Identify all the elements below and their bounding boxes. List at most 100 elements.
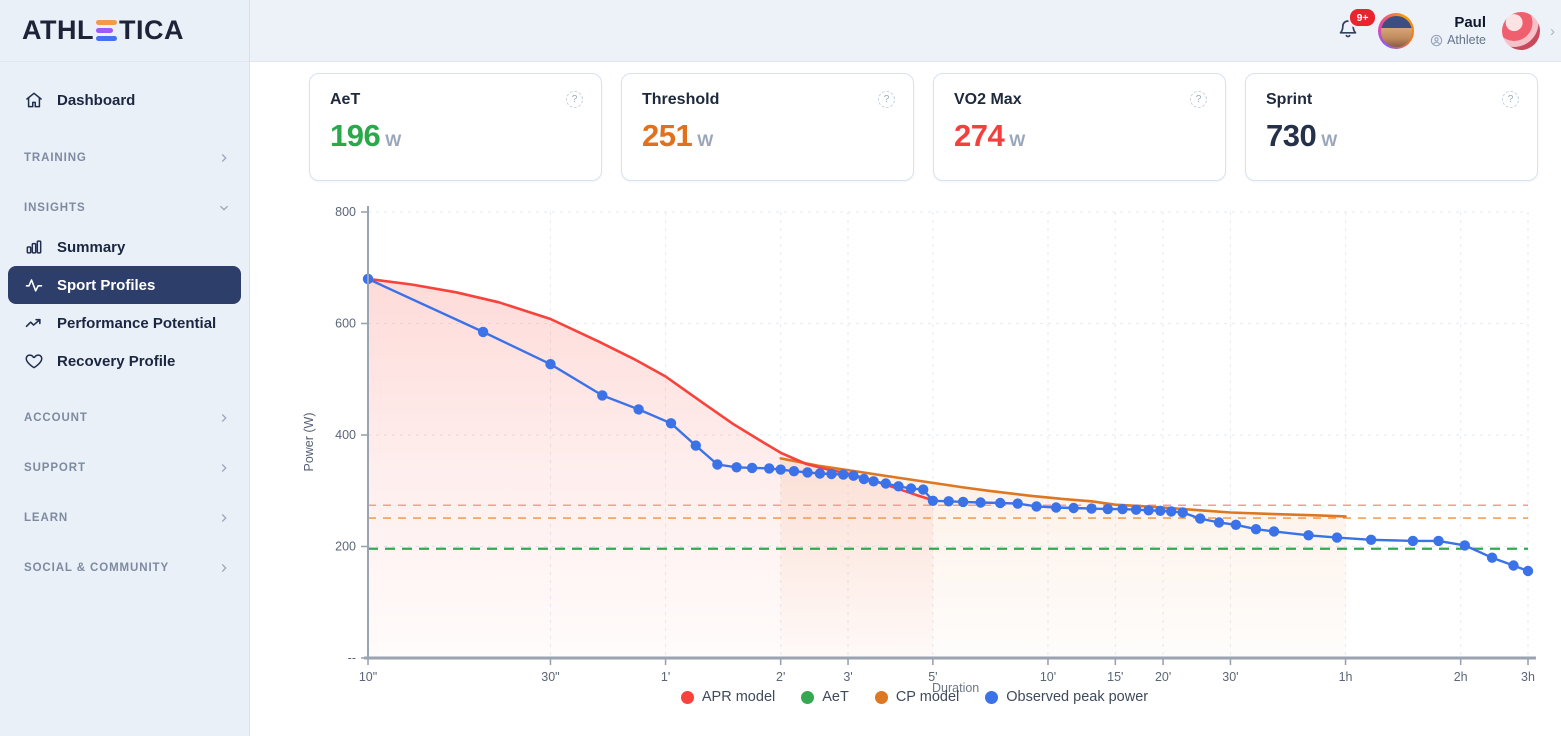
stat-card-sprint: Sprint? 730 W — [1245, 73, 1538, 181]
x-axis-title: Duration — [932, 681, 980, 695]
user-role: Athlete — [1430, 33, 1486, 49]
section-label: SUPPORT — [24, 462, 86, 474]
coach-avatar[interactable] — [1378, 13, 1415, 49]
svg-text:10': 10' — [1040, 670, 1056, 684]
card-value: 196 — [330, 118, 381, 153]
card-title: VO2 Max — [954, 91, 1022, 108]
legend-item-aet[interactable]: AeT — [801, 689, 849, 705]
svg-text:30': 30' — [1222, 670, 1238, 684]
user-role-label: Athlete — [1447, 32, 1486, 47]
sidebar-section-learn[interactable]: LEARN — [0, 506, 249, 530]
sidebar-section-support[interactable]: SUPPORT — [0, 456, 249, 480]
sidebar-section-training[interactable]: TRAINING — [0, 146, 249, 170]
chevron-right-icon — [217, 151, 231, 165]
sidebar: ATHL TICA Dashboard TRAINING INSIGHTS Summ… — [0, 0, 250, 736]
sidebar-section-account[interactable]: ACCOUNT — [0, 406, 249, 430]
card-unit: W — [385, 131, 402, 150]
user-name: Paul — [1454, 13, 1486, 31]
legend-dot-icon — [680, 690, 694, 704]
brand-e-bars-icon — [95, 20, 117, 41]
notification-count-badge: 9+ — [1348, 7, 1378, 28]
svg-text:600: 600 — [335, 317, 356, 331]
sidebar-item-dashboard[interactable]: Dashboard — [8, 80, 241, 120]
svg-text:200: 200 — [335, 540, 356, 554]
power-duration-chart[interactable]: 10" 30" 1' 2' 3' 5' 10' 15' 20' 30' 1h 2h 3h 800 600 40… — [284, 192, 1545, 727]
coach-avatar-image — [1380, 15, 1412, 47]
help-icon[interactable]: ? — [1190, 91, 1207, 108]
svg-text:5': 5' — [928, 670, 937, 684]
sidebar-section-insights[interactable]: INSIGHTS — [0, 196, 249, 220]
activity-icon — [24, 275, 44, 295]
sidebar-item-label: Recovery Profile — [57, 352, 176, 370]
help-icon[interactable]: ? — [1502, 91, 1519, 108]
chart-canvas: 10" 30" 1' 2' 3' 5' 10' 15' 20' 30' 1h 2h 3h 800 600 40… — [302, 205, 1536, 684]
svg-text:3h: 3h — [1521, 670, 1535, 684]
legend-label: AeT — [822, 689, 849, 705]
legend-label: CP model — [895, 689, 960, 705]
sidebar-item-label: Dashboard — [57, 91, 136, 109]
svg-text:1': 1' — [661, 670, 670, 684]
card-unit: W — [1321, 131, 1338, 150]
top-header: 9+ Paul Athlete › — [250, 0, 1561, 62]
chevron-right-icon — [217, 561, 231, 575]
svg-text:800: 800 — [335, 205, 356, 219]
legend-item-cp-model[interactable]: CP model — [874, 689, 960, 705]
card-title: Threshold — [642, 91, 720, 108]
sidebar-nav: Dashboard TRAINING INSIGHTS Summary Sport P… — [0, 62, 249, 580]
svg-text:2h: 2h — [1454, 670, 1468, 684]
profile-chevron-icon[interactable]: › — [1550, 22, 1555, 40]
stat-card-threshold: Threshold? 251 W — [621, 73, 914, 181]
home-icon — [24, 90, 44, 110]
sidebar-item-sport-profiles[interactable]: Sport Profiles — [8, 266, 241, 304]
svg-text:3': 3' — [843, 670, 852, 684]
legend-label: Observed peak power — [1006, 689, 1149, 705]
brand-wordmark: ATHL TICA — [22, 15, 184, 46]
help-icon[interactable]: ? — [566, 91, 583, 108]
trending-up-icon — [24, 313, 44, 333]
brand-logo[interactable]: ATHL TICA — [0, 0, 249, 62]
card-unit: W — [697, 131, 714, 150]
sidebar-item-summary[interactable]: Summary — [8, 228, 241, 266]
svg-text:10": 10" — [359, 670, 377, 684]
card-title: AeT — [330, 91, 361, 108]
legend-dot-icon — [801, 690, 815, 704]
brand-text-left: ATHL — [22, 15, 94, 45]
notifications-button[interactable]: 9+ — [1336, 7, 1378, 44]
section-label: ACCOUNT — [24, 412, 88, 424]
brand-text-right: TICA — [118, 15, 184, 45]
sidebar-item-label: Sport Profiles — [57, 276, 156, 294]
section-label: TRAINING — [24, 152, 87, 164]
legend-item-apr-model[interactable]: APR model — [680, 689, 776, 705]
card-title: Sprint — [1266, 91, 1313, 108]
sidebar-item-label: Performance Potential — [57, 314, 217, 332]
sidebar-section-social-community[interactable]: SOCIAL & COMMUNITY — [0, 556, 249, 580]
stat-card-aet: AeT? 196 W — [309, 73, 602, 181]
chevron-down-icon — [217, 201, 231, 215]
legend-label: APR model — [701, 689, 776, 705]
section-label: INSIGHTS — [24, 202, 86, 214]
sidebar-item-recovery-profile[interactable]: Recovery Profile — [8, 342, 241, 380]
sidebar-item-label: Summary — [57, 238, 126, 256]
heart-icon — [24, 351, 44, 371]
person-circle-icon — [1430, 34, 1443, 47]
athlete-avatar[interactable] — [1502, 12, 1540, 50]
svg-text:Power (W): Power (W) — [302, 412, 316, 471]
svg-text:400: 400 — [335, 428, 356, 442]
user-menu[interactable]: Paul Athlete — [1430, 14, 1486, 48]
legend-dot-icon — [874, 690, 888, 704]
header-actions: 9+ Paul Athlete › — [1336, 0, 1555, 62]
svg-text:2': 2' — [776, 670, 785, 684]
sidebar-item-performance-potential[interactable]: Performance Potential — [8, 304, 241, 342]
chart-legend: APR model AeT CP model Observed peak power — [284, 689, 1545, 705]
svg-text:30": 30" — [541, 670, 559, 684]
svg-text:15': 15' — [1107, 670, 1123, 684]
chevron-right-icon — [217, 511, 231, 525]
bar-chart-icon — [24, 237, 44, 257]
help-icon[interactable]: ? — [878, 91, 895, 108]
legend-item-observed-peak-power[interactable]: Observed peak power — [985, 689, 1148, 705]
section-label: SOCIAL & COMMUNITY — [24, 562, 170, 574]
chevron-right-icon — [217, 461, 231, 475]
legend-dot-icon — [985, 690, 999, 704]
stat-card-vo2-max: VO2 Max? 274 W — [933, 73, 1226, 181]
